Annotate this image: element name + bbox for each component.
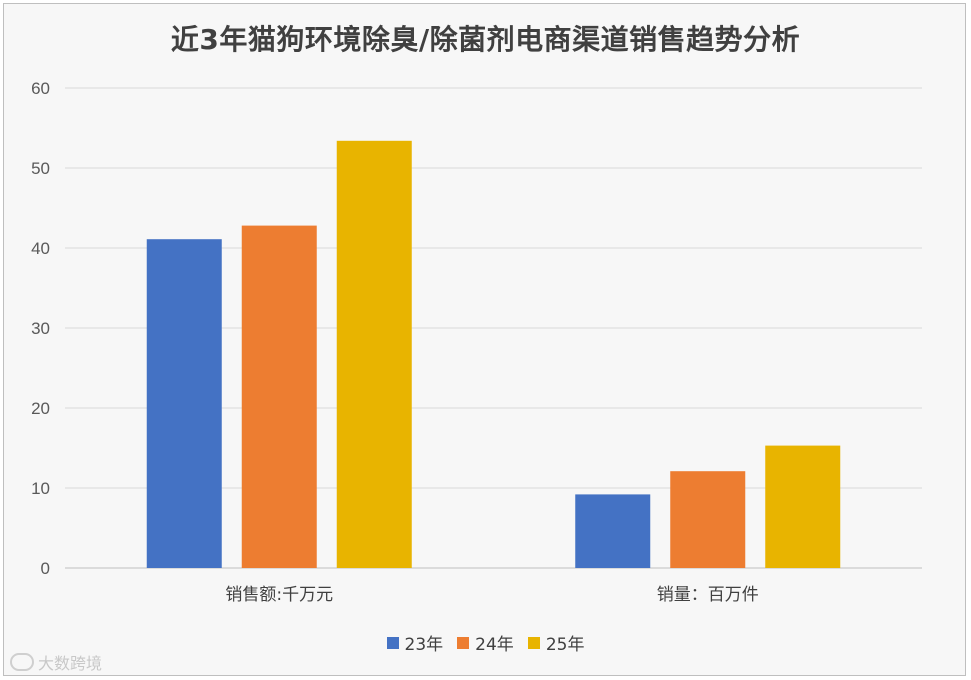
legend: 23年 24年 25年 <box>0 630 971 655</box>
y-axis-ticks: 0 10 20 30 40 50 60 <box>31 79 50 578</box>
y-tick-label: 20 <box>31 399 50 418</box>
bars <box>146 140 841 569</box>
legend-swatch <box>527 636 540 649</box>
legend-label: 25年 <box>545 635 585 655</box>
x-category-label: 销售额:千万元 <box>225 585 333 605</box>
y-tick-label: 50 <box>31 159 50 178</box>
bar-24年-0 <box>241 225 317 568</box>
legend-label: 24年 <box>475 635 514 655</box>
legend-swatch <box>457 636 470 649</box>
bar-25年-1 <box>765 445 841 568</box>
legend-label: 23年 <box>404 635 444 655</box>
y-tick-label: 10 <box>31 479 50 498</box>
legend-item: 24年 <box>457 630 514 655</box>
x-axis-categories: 销售额:千万元 销量：百万件 <box>225 585 758 605</box>
bar-25年-0 <box>336 140 412 569</box>
y-tick-label: 0 <box>41 559 50 578</box>
legend-item: 25年 <box>527 630 585 655</box>
footer-logo-text: 大数跨境 <box>38 654 103 673</box>
x-category-label: 销量：百万件 <box>657 585 759 605</box>
brand-logo-icon <box>10 653 34 671</box>
chart-title: 近3年猫狗环境除臭/除菌剂电商渠道销售趋势分析 <box>170 23 801 56</box>
footer-logo: 大数跨境 <box>10 650 102 674</box>
legend-item: 23年 <box>386 630 444 655</box>
bar-23年-0 <box>146 239 222 568</box>
legend-swatch <box>386 636 399 649</box>
y-tick-label: 40 <box>31 239 50 258</box>
bar-23年-1 <box>575 494 651 568</box>
y-tick-label: 60 <box>31 79 50 98</box>
y-tick-label: 30 <box>31 319 50 338</box>
bar-24年-1 <box>670 471 746 568</box>
